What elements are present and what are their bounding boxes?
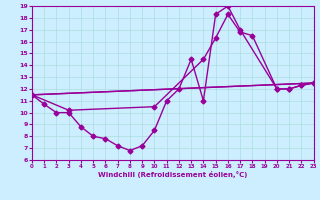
X-axis label: Windchill (Refroidissement éolien,°C): Windchill (Refroidissement éolien,°C) xyxy=(98,171,247,178)
